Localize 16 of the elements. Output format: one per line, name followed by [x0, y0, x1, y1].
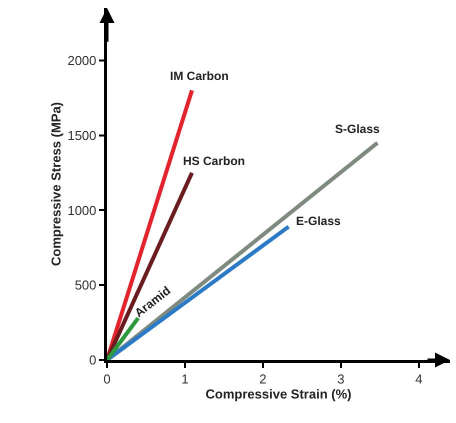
y-tick-label: 2000: [67, 52, 96, 68]
x-tick-label: 3: [337, 372, 344, 387]
y-tick-label: 0: [89, 352, 96, 368]
y-tick-label: 1500: [67, 128, 96, 143]
x-tick-label: 1: [181, 372, 189, 387]
x-axis-title: Compressive Strain (%): [206, 386, 352, 402]
x-tick-label: 2: [259, 372, 267, 387]
y-tick-label: 500: [74, 278, 96, 293]
series-label: E-Glass: [296, 214, 342, 228]
series-label: IM Carbon: [170, 69, 229, 83]
y-tick-label: 1000: [67, 202, 96, 218]
x-tick-label: 4: [415, 372, 422, 387]
x-tick-label: 0: [103, 372, 111, 387]
series-label: HS Carbon: [183, 154, 246, 168]
series-label: S-Glass: [335, 122, 380, 136]
y-axis-title: Compressive Stress (MPa): [48, 102, 64, 266]
